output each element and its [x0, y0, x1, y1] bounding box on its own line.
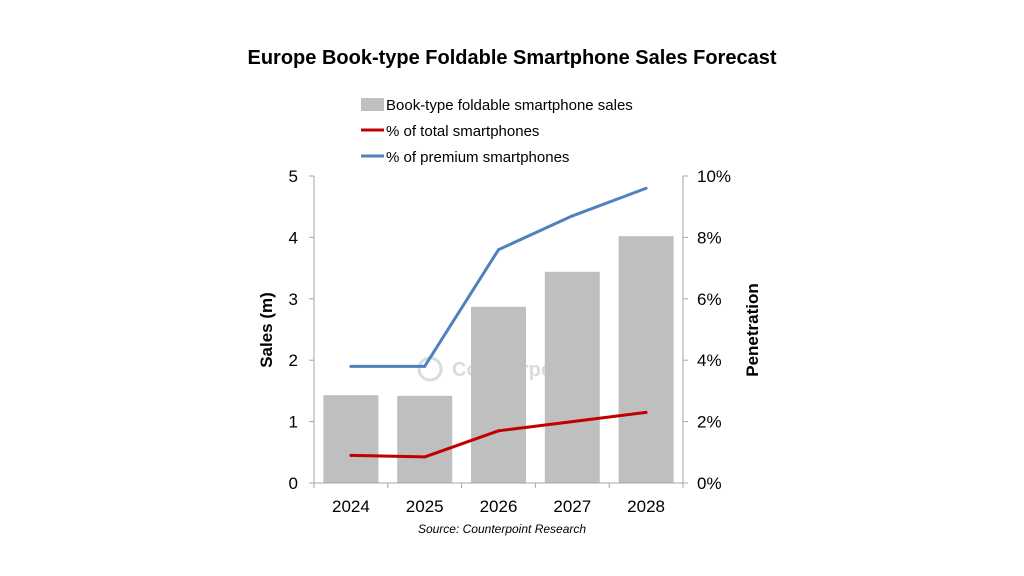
x-tick-label-2026: 2026 — [480, 497, 518, 516]
bar-layer — [323, 236, 674, 483]
y2-tick-label: 10% — [697, 167, 731, 186]
series-0-point-2027 — [570, 420, 574, 424]
series-0-point-2026 — [497, 429, 500, 433]
source-note: Source: Counterpoint Research — [418, 522, 586, 536]
x-tick-label-2028: 2028 — [627, 497, 665, 516]
legend-label-premium: % of premium smartphones — [386, 149, 569, 166]
series-1-point-2024 — [349, 364, 353, 368]
legend-swatch-bar — [361, 98, 384, 111]
legend-label-total: % of total smartphones — [386, 123, 539, 140]
series-0-point-2024 — [349, 453, 353, 457]
y-tick-label: 3 — [289, 290, 298, 309]
y-tick-label: 0 — [289, 474, 298, 493]
series-1-point-2028 — [644, 186, 648, 190]
series-1-point-2025 — [423, 364, 427, 368]
x-tick-label-2024: 2024 — [332, 497, 370, 516]
bar-2025 — [397, 395, 453, 483]
axes: 0 1 2 3 4 5 0% 2% 4% 6% 8% 10% 2024 2025 2026 2027 2028 — [289, 167, 732, 516]
series-0-point-2028 — [644, 410, 648, 414]
series-1-point-2027 — [570, 214, 574, 218]
bar-2028 — [618, 236, 674, 483]
bar-2024 — [323, 395, 379, 483]
watermark-logo — [417, 356, 443, 382]
y2-tick-label: 4% — [697, 351, 722, 370]
y2-tick-label: 0% — [697, 474, 722, 493]
legend-label-bar: Book-type foldable smartphone sales — [386, 97, 633, 114]
chart-title: Europe Book-type Foldable Smartphone Sal… — [247, 47, 776, 69]
series-0-point-2025 — [423, 455, 427, 459]
x-tick-label-2027: 2027 — [553, 497, 591, 516]
line-layer — [349, 186, 648, 459]
y-tick-label: 4 — [289, 228, 298, 247]
y2-tick-label: 2% — [697, 413, 722, 432]
legend: Book-type foldable smartphone sales % of… — [361, 97, 633, 166]
bar-2027 — [544, 271, 600, 483]
y-axis-title: Sales (m) — [257, 292, 276, 368]
series-1-point-2026 — [497, 248, 500, 252]
y-tick-label: 2 — [289, 351, 298, 370]
y2-tick-label: 8% — [697, 228, 722, 247]
y-tick-label: 1 — [289, 413, 298, 432]
y2-axis-title: Penetration — [743, 283, 762, 377]
y-tick-label: 5 — [289, 167, 298, 186]
x-tick-label-2025: 2025 — [406, 497, 444, 516]
bar-2026 — [471, 306, 526, 483]
y2-tick-label: 6% — [697, 290, 722, 309]
